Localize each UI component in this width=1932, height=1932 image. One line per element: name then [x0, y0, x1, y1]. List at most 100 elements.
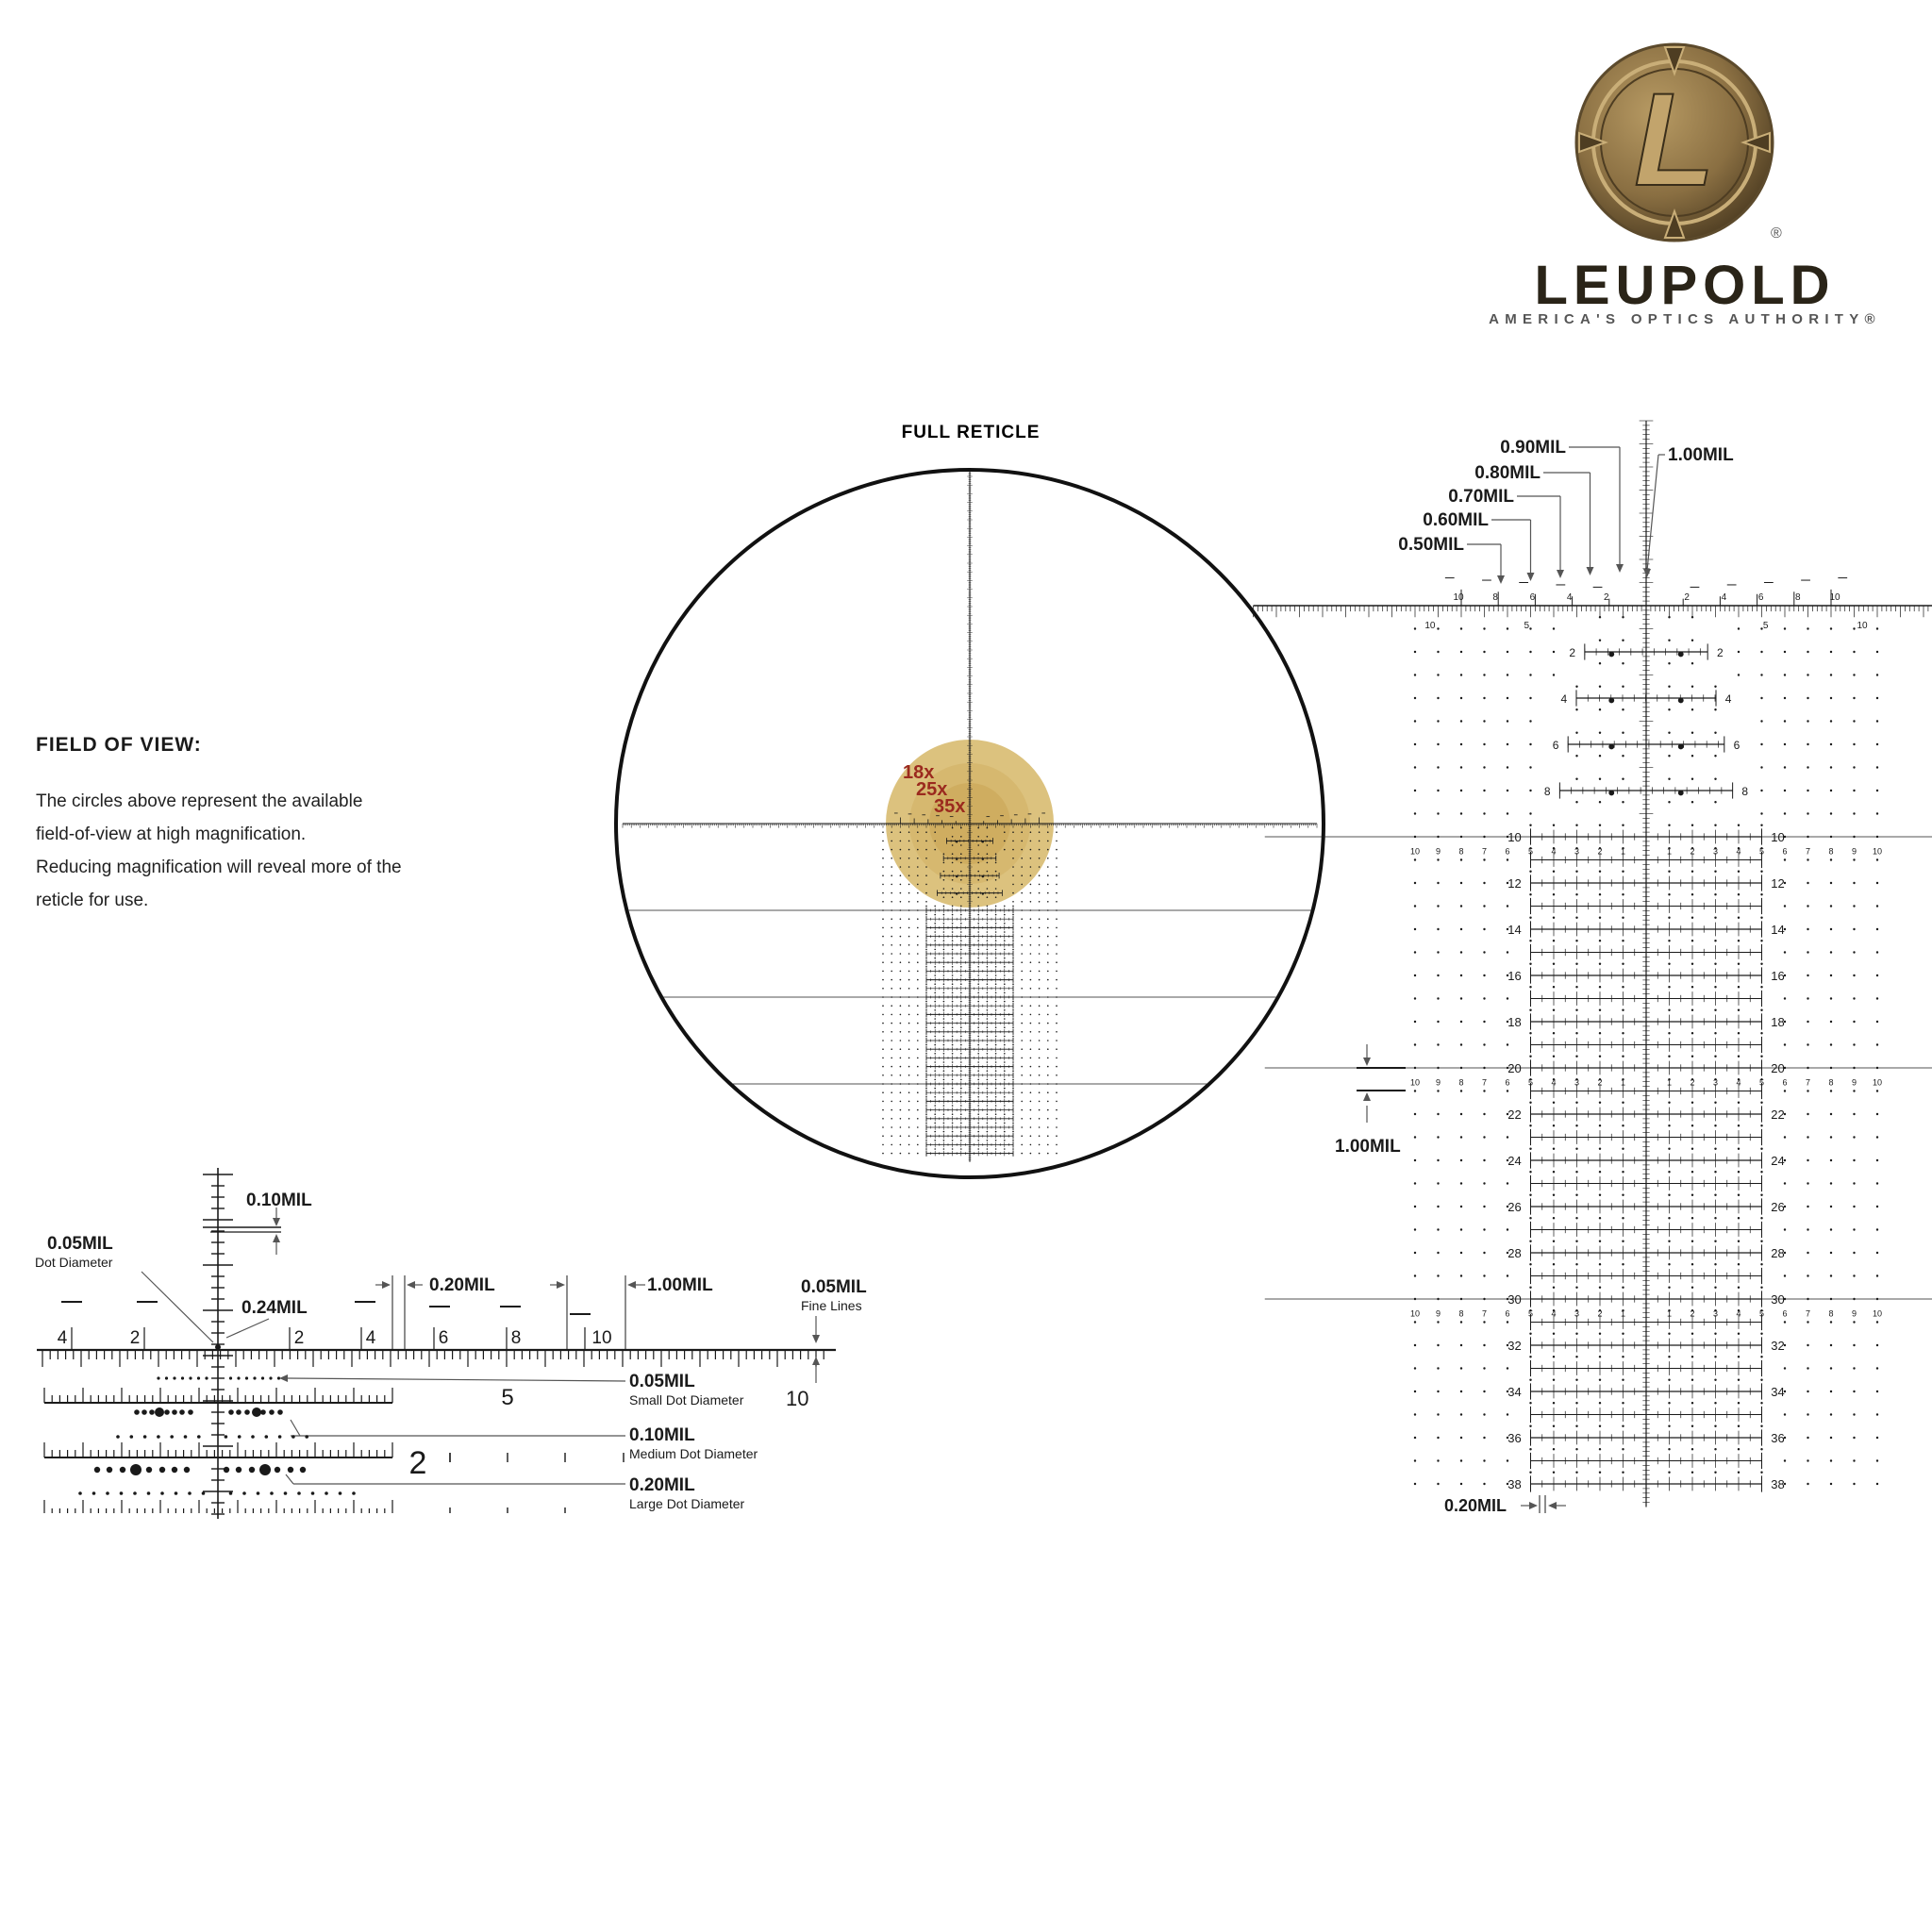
outer-dot: [1056, 961, 1058, 963]
outer-dot: [1056, 1152, 1058, 1155]
holdover-dot-small: [960, 940, 962, 941]
holdover-dot-small: [1690, 731, 1694, 734]
holdover-dot-small: [1760, 1171, 1763, 1174]
outer-dot: [1021, 1100, 1023, 1103]
holdover-dot-small: [1668, 1193, 1671, 1196]
outer-dot: [882, 1048, 884, 1050]
outer-dot: [1021, 978, 1023, 981]
outer-dot: [1506, 1182, 1509, 1185]
outer-dot: [1483, 1390, 1486, 1393]
outer-dot: [188, 1491, 192, 1495]
holdover-dot-small: [1598, 1124, 1602, 1127]
holdover-dot-small: [942, 1018, 945, 1020]
holdover-dot-small: [1714, 1471, 1717, 1474]
outer-dot: [305, 1435, 309, 1439]
holdover-dot-small: [934, 1148, 936, 1150]
outer-dot: [174, 1491, 178, 1495]
outer-dot: [1413, 1367, 1417, 1370]
holdover-dot-small: [942, 1078, 945, 1081]
outer-dot: [908, 1118, 910, 1120]
holdover-dot-small: [934, 1053, 936, 1055]
holdover-dot-small: [1690, 986, 1694, 989]
full-reticle-pattern: [622, 472, 1318, 1162]
holdover-dot-small: [960, 1078, 962, 1081]
holdover-dot-small: [1622, 731, 1624, 734]
holdover-dot-large: [252, 1407, 261, 1417]
outer-dot: [1047, 1074, 1049, 1076]
outer-dot: [899, 848, 902, 851]
holdover-dot-small: [986, 913, 989, 916]
row-label-left: 20: [1507, 1061, 1521, 1075]
outer-dot: [1829, 1136, 1833, 1139]
holdover-dot-small: [1737, 1240, 1740, 1242]
outer-dot: [891, 978, 892, 981]
outer-dot: [1506, 951, 1509, 954]
outer-dot: [1413, 1251, 1417, 1255]
holdover-dot-small: [1714, 1217, 1717, 1220]
outer-dot: [1029, 961, 1032, 963]
label-024: 0.24MIL: [242, 1298, 308, 1318]
outer-dot: [882, 1152, 884, 1155]
holdover-dot-small: [1552, 1402, 1556, 1405]
outer-dot: [1056, 1135, 1058, 1137]
holdover-dot-small: [951, 974, 954, 976]
holdover-dot-small: [1598, 1402, 1602, 1405]
holdover-dot-small: [1552, 1378, 1556, 1381]
holdover-dot-small: [1598, 1356, 1602, 1358]
holdover-dot-small: [942, 991, 945, 994]
holdover-dot-small: [934, 1009, 936, 1011]
outer-dot: [1056, 891, 1058, 894]
outer-dot: [1783, 1158, 1787, 1162]
holdover-dot-small: [1737, 1078, 1740, 1081]
holdover-dot-small: [1575, 940, 1578, 942]
holdover-dot-small: [1012, 1053, 1014, 1055]
outer-dot: [1459, 789, 1463, 792]
outer-dot: [908, 953, 910, 955]
label-medium-dot: 0.10MIL: [629, 1425, 695, 1445]
outer-dot: [1829, 1459, 1833, 1462]
outer-dot: [1038, 988, 1041, 990]
holdover-dot-small: [1598, 1448, 1602, 1451]
holdover-dot-large: [1608, 743, 1615, 750]
outer-dot: [133, 1491, 137, 1495]
holdover-dot-small: [1012, 1140, 1014, 1141]
outer-dot: [925, 901, 927, 903]
holdover-dot-small: [986, 1026, 989, 1028]
outer-dot: [891, 1065, 892, 1068]
outer-dot: [1807, 1436, 1809, 1440]
row-number-5: 5: [501, 1385, 513, 1410]
outer-dot: [934, 848, 936, 851]
holdover-dot-small: [960, 826, 962, 829]
outer-dot: [1437, 1251, 1440, 1255]
outer-dot: [1483, 650, 1486, 654]
outer-dot: [917, 1031, 919, 1033]
top-scale-label: 4: [1722, 592, 1727, 603]
mil-number: 5: [1528, 846, 1533, 856]
outer-dot: [1056, 848, 1058, 851]
holdover-dot-small: [1690, 1378, 1694, 1381]
outer-dot: [1807, 789, 1809, 792]
mil-number: 8: [1458, 1308, 1463, 1318]
outer-dot: [917, 1040, 919, 1041]
holdover-dot-small: [1575, 1078, 1578, 1081]
outer-dot: [1021, 1048, 1023, 1050]
mil-number: 5: [1759, 1077, 1764, 1087]
outer-dot: [1021, 901, 1023, 903]
outer-dot: [201, 1491, 206, 1495]
outer-dot: [1047, 1135, 1049, 1137]
outer-dot: [908, 1143, 910, 1146]
holdover-dot-small: [1598, 777, 1602, 780]
top-scale-label: 10: [1829, 592, 1840, 603]
holdover-dot-small: [925, 974, 927, 976]
holdover-dot-small: [986, 931, 989, 933]
outer-dot: [1459, 1090, 1463, 1092]
leupold-logo: L ® LEUPOLD AMERICA'S OPTICS AUTHORITY®: [1489, 42, 1875, 327]
outer-dot: [891, 1040, 892, 1041]
holdover-dot-small: [1668, 1124, 1671, 1127]
outer-dot: [1459, 1043, 1463, 1046]
outer-dot: [1021, 944, 1023, 946]
outer-dot: [277, 1435, 282, 1439]
outer-dot: [1760, 674, 1763, 676]
outer-dot: [1506, 720, 1509, 723]
